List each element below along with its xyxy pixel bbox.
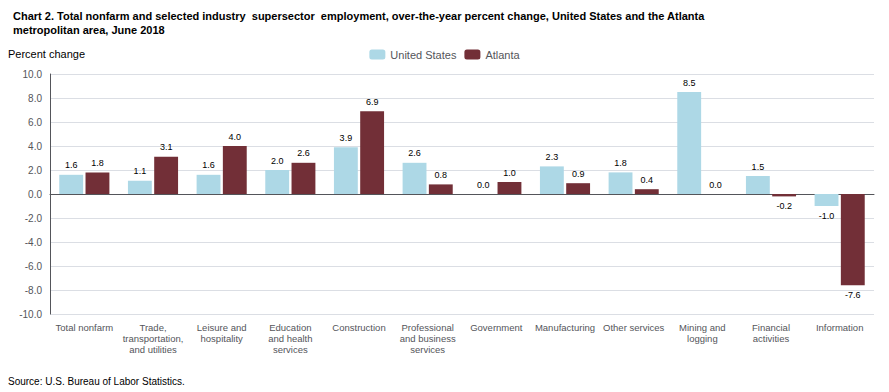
svg-text:3.9: 3.9 [340,133,353,143]
svg-text:and utilities: and utilities [129,344,177,355]
svg-text:Financial: Financial [752,322,790,333]
svg-text:6.9: 6.9 [366,97,379,107]
svg-text:-8.0: -8.0 [25,285,43,296]
svg-text:-1.0: -1.0 [819,211,835,221]
svg-text:0.0: 0.0 [709,180,722,190]
svg-text:Other services: Other services [603,322,664,333]
svg-text:2.6: 2.6 [297,148,310,158]
svg-text:Mining and: Mining and [679,322,725,333]
svg-text:-4.0: -4.0 [25,237,43,248]
svg-text:Information: Information [816,322,864,333]
svg-text:2.3: 2.3 [546,152,559,162]
svg-text:1.8: 1.8 [614,158,627,168]
svg-text:and business: and business [400,333,456,344]
svg-text:2.0: 2.0 [271,156,284,166]
svg-text:0.9: 0.9 [572,169,585,179]
svg-text:United States: United States [390,49,457,61]
svg-text:4.0: 4.0 [229,132,242,142]
svg-text:1.0: 1.0 [503,168,516,178]
svg-text:-0.2: -0.2 [776,201,792,211]
svg-text:Trade,: Trade, [139,322,166,333]
svg-text:activities: activities [753,333,790,344]
svg-text:-10.0: -10.0 [19,309,42,320]
svg-text:1.5: 1.5 [752,162,765,172]
svg-text:transportation,: transportation, [123,333,184,344]
svg-text:-2.0: -2.0 [25,213,43,224]
svg-text:Construction: Construction [332,322,385,333]
svg-text:10.0: 10.0 [23,69,43,80]
svg-text:Government: Government [470,322,523,333]
svg-text:logging: logging [687,333,718,344]
svg-text:1.6: 1.6 [65,160,78,170]
svg-text:Atlanta: Atlanta [485,49,520,61]
svg-text:8.0: 8.0 [28,93,42,104]
svg-text:Manufacturing: Manufacturing [535,322,595,333]
svg-text:3.1: 3.1 [160,142,173,152]
svg-text:2.0: 2.0 [28,165,42,176]
svg-text:Professional: Professional [402,322,454,333]
svg-text:4.0: 4.0 [28,141,42,152]
svg-text:0.8: 0.8 [435,170,448,180]
svg-text:0.4: 0.4 [641,175,654,185]
svg-text:6.0: 6.0 [28,117,42,128]
svg-text:8.5: 8.5 [683,78,696,88]
svg-text:metropolitan area, June 2018: metropolitan area, June 2018 [13,24,165,36]
svg-text:Chart 2. Total nonfarm and sel: Chart 2. Total nonfarm and selected indu… [13,10,705,22]
svg-text:Education: Education [269,322,311,333]
svg-text:services: services [410,344,445,355]
svg-text:hospitality: hospitality [201,333,243,344]
svg-text:and health: and health [268,333,312,344]
svg-text:1.1: 1.1 [134,166,147,176]
svg-text:2.6: 2.6 [408,148,421,158]
svg-text:Leisure and: Leisure and [197,322,247,333]
svg-text:1.8: 1.8 [91,158,104,168]
svg-text:0.0: 0.0 [477,180,490,190]
svg-text:-6.0: -6.0 [25,261,43,272]
svg-text:0.0: 0.0 [28,189,42,200]
svg-text:-7.6: -7.6 [845,290,861,300]
svg-text:Total nonfarm: Total nonfarm [56,322,114,333]
svg-text:Source: U.S. Bureau of Labor S: Source: U.S. Bureau of Labor Statistics. [8,376,185,387]
svg-text:1.6: 1.6 [202,160,215,170]
svg-text:Percent change: Percent change [8,48,85,60]
svg-text:services: services [273,344,308,355]
